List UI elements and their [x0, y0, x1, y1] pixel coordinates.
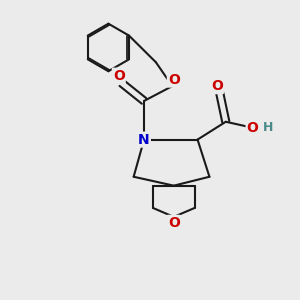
Text: O: O: [168, 216, 180, 230]
Text: O: O: [247, 121, 259, 135]
Text: O: O: [211, 79, 223, 93]
Text: N: N: [138, 133, 150, 147]
Text: O: O: [168, 73, 180, 87]
Text: H: H: [263, 121, 273, 134]
Text: O: O: [113, 69, 125, 83]
